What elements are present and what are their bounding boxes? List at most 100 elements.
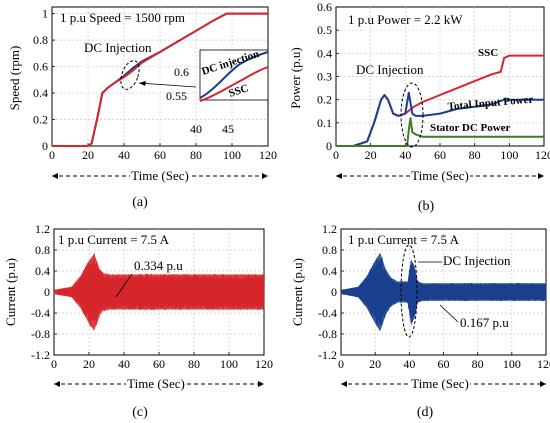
panel-d-level-pointer bbox=[439, 304, 459, 323]
panel-b-tick-labels: 0 20 40 60 80 100 120 0 0.1 0.2 0.3 0.4 0.5 0.6 bbox=[317, 0, 550, 162]
panel-c-base-note: 1 p.u Current = 7.5 A bbox=[58, 232, 170, 247]
panel-c-xtick-label: 80 bbox=[188, 357, 200, 371]
panel-d-ytick-label: 0.8 bbox=[322, 243, 337, 257]
panel-b-ylabel: Power (p.u) bbox=[288, 47, 303, 108]
panel-b-xtick-label: 20 bbox=[365, 148, 377, 162]
panel-b-ytick-label: 0.5 bbox=[317, 23, 332, 37]
panel-d-ytick-label: -1.2 bbox=[318, 348, 337, 362]
panel-c-tick-labels: 0 20 40 60 80 100 120 -1.2 -0.8 -0.4 0 0.4 0.8 1.2 bbox=[31, 222, 273, 371]
panel-a-xtick-label: 80 bbox=[190, 148, 202, 162]
panel-d-time-arrow-left-head bbox=[341, 381, 347, 387]
panel-a-xtick-label: 0 bbox=[49, 148, 55, 162]
panel-a-tick-labels: 0 20 40 60 80 100 120 0 0.2 0.4 0.6 0.8 1 bbox=[33, 7, 277, 162]
panel-c-xtick-label: 100 bbox=[220, 357, 238, 371]
panel-b-injection-ellipse bbox=[400, 82, 424, 148]
panel-a-inset-x-right: 45 bbox=[222, 122, 234, 136]
panel-a-ytick-label: 1 bbox=[42, 7, 48, 21]
panel-b-xtick-label: 100 bbox=[500, 148, 518, 162]
panel-c-level-note: 0.334 p.u bbox=[134, 258, 183, 273]
panel-a-time-arrow-right-head bbox=[262, 173, 268, 179]
panel-c-caption: (c) bbox=[132, 405, 148, 420]
panel-b-series-2-line bbox=[336, 117, 544, 147]
panel-b-base-note: 1 p.u Power = 2.2 kW bbox=[348, 12, 463, 27]
panel-c-xtick-label: 120 bbox=[255, 357, 273, 371]
panel-a-series bbox=[52, 12, 268, 147]
panel-d-gridlines bbox=[340, 228, 547, 356]
panel-c-xtick-label: 0 bbox=[51, 357, 57, 371]
panel-d-xtick-label: 20 bbox=[369, 357, 381, 371]
panel-b-ytick-label: 0.4 bbox=[317, 46, 332, 60]
panel-b-xtick-label: 80 bbox=[469, 148, 481, 162]
panel-a-ytick-label: 0.4 bbox=[33, 86, 48, 100]
panel-a-ytick-label: 0 bbox=[42, 139, 48, 153]
panel-c-ytick-label: -0.8 bbox=[31, 327, 50, 341]
panel-a-speed-chart: 0 20 40 60 80 100 120 0 0.2 0.4 0.6 0.8 1 Speed (rpm… bbox=[7, 6, 277, 210]
panel-b-ytick-label: 0 bbox=[326, 139, 332, 153]
panel-c-series-0-line bbox=[53, 252, 265, 331]
panel-d-xtick-label: 120 bbox=[537, 357, 550, 371]
panel-d-xlabel: Time (Sec) bbox=[411, 376, 469, 391]
panel-a-ytick-label: 0.8 bbox=[33, 33, 48, 47]
panel-c-xlabel-bg bbox=[126, 375, 186, 392]
panel-b-time-arrow-right-head bbox=[538, 173, 544, 179]
panel-c-ytick-label: -1.2 bbox=[31, 348, 50, 362]
panel-b-ytick-label: 0.3 bbox=[317, 70, 332, 84]
panel-d-ytick-label: 1.2 bbox=[322, 222, 337, 236]
panel-b-series bbox=[336, 54, 544, 147]
panel-a-ytick-label: 0.6 bbox=[33, 60, 48, 74]
panel-d-ytick-label: 0.4 bbox=[322, 264, 337, 278]
panel-a-injection-note: DC Injection bbox=[84, 40, 152, 55]
panel-b-time-arrow-left-head bbox=[336, 173, 342, 179]
panel-d-tick-labels: 0 20 40 60 80 100 120 -1.2 -0.8 -0.4 0 0.4 0.8 1.2 bbox=[318, 222, 550, 371]
panel-c-xtick-label: 60 bbox=[153, 357, 165, 371]
panel-d-ytick-label: -0.8 bbox=[318, 327, 337, 341]
panel-d-xtick-label: 40 bbox=[403, 357, 415, 371]
panel-d-base-note: 1 p.u Current = 7.5 A bbox=[348, 232, 460, 247]
panel-a-injection-ellipse bbox=[120, 60, 140, 90]
panel-b-series-1-line bbox=[336, 91, 544, 147]
panel-b-ytick-label: 0.1 bbox=[317, 116, 332, 130]
panel-c-ytick-label: 0.8 bbox=[35, 243, 50, 257]
panel-a-inset-pointer bbox=[138, 82, 197, 88]
panel-a-inset-series-ssc bbox=[199, 66, 269, 102]
panel-a-inset: DC injection SSC bbox=[199, 48, 269, 102]
panel-d-ytick-label: 0 bbox=[331, 285, 337, 299]
panel-c-ytick-label: -0.4 bbox=[31, 306, 50, 320]
panel-d-xlabel-bg bbox=[410, 375, 470, 392]
panel-d-xtick-label: 60 bbox=[438, 357, 450, 371]
panel-a-xlabel: Time (Sec) bbox=[131, 168, 189, 183]
panel-a-inset-series-dc bbox=[199, 51, 269, 99]
panel-d-ylabel: Current (p.u) bbox=[290, 258, 305, 326]
panel-c-ytick-label: 0.4 bbox=[35, 264, 50, 278]
panel-d-time-arrow-right-head bbox=[540, 381, 546, 387]
panel-b-xtick-label: 60 bbox=[434, 148, 446, 162]
panel-c-ytick-label: 1.2 bbox=[35, 222, 50, 236]
panel-d-xtick-label: 80 bbox=[472, 357, 484, 371]
panel-c-xtick-label: 20 bbox=[83, 357, 95, 371]
panel-a-inset-y-high: 0.6 bbox=[174, 65, 189, 79]
panel-c-current-chart: 0 20 40 60 80 100 120 -1.2 -0.8 -0.4 0 0.4 0.8 1.2 Cu… bbox=[3, 222, 273, 420]
panel-d-xtick-label: 0 bbox=[338, 357, 344, 371]
panel-c-xlabel: Time (Sec) bbox=[127, 376, 185, 391]
panel-a-xlabel-bg bbox=[130, 167, 190, 184]
panel-b-legend-stator: Stator DC Power bbox=[430, 122, 511, 134]
panel-b-power-chart: 0 20 40 60 80 100 120 0 0.1 0.2 0.3 0.4 0.5 0.6 Power… bbox=[288, 0, 550, 214]
panel-d-xtick-label: 100 bbox=[503, 357, 521, 371]
panel-c-ytick-label: 0 bbox=[44, 285, 50, 299]
panel-d-ytick-label: -0.4 bbox=[318, 306, 337, 320]
panel-d-series-0-line bbox=[340, 257, 547, 327]
panel-d-caption: (d) bbox=[417, 405, 434, 420]
panel-a-xtick-label: 100 bbox=[223, 148, 241, 162]
panel-d-injection-ellipse bbox=[400, 244, 418, 338]
panel-c-xtick-label: 40 bbox=[118, 357, 130, 371]
panel-a-ytick-label: 0.2 bbox=[33, 113, 48, 127]
panel-c-ylabel: Current (p.u) bbox=[3, 258, 18, 326]
panel-b-ytick-label: 0.2 bbox=[317, 93, 332, 107]
panel-d-series bbox=[340, 252, 547, 332]
panel-a-base-note: 1 p.u Speed = 1500 rpm bbox=[60, 10, 185, 25]
panel-c-time-arrow-right-head bbox=[258, 381, 264, 387]
panel-a-caption: (a) bbox=[132, 195, 148, 210]
panel-a-inset-x-left: 40 bbox=[190, 122, 202, 136]
panel-a-inset-frame bbox=[199, 49, 269, 101]
